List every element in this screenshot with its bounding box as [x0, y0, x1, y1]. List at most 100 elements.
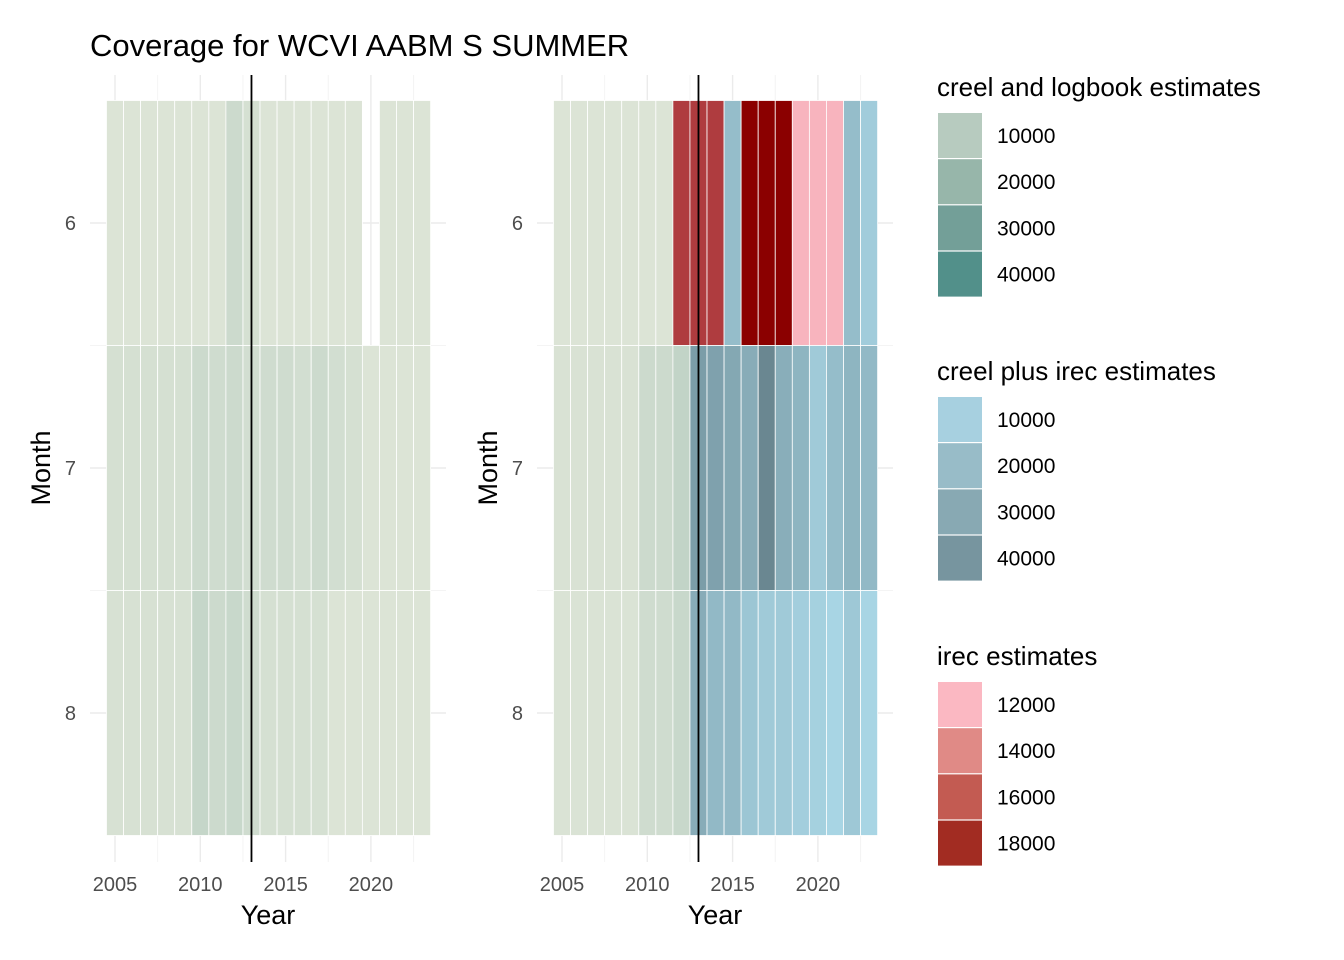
heatmap-tile: [655, 345, 674, 591]
heatmap-tile: [413, 100, 432, 346]
heatmap-tile: [225, 100, 244, 346]
legend-swatch: [938, 251, 982, 297]
y-tick-label: 8: [65, 703, 76, 725]
heatmap-tile: [106, 590, 124, 836]
heatmap-tile: [344, 345, 363, 591]
heatmap-tile: [413, 590, 432, 836]
heatmap-tile: [774, 590, 793, 836]
heatmap-tile: [379, 100, 397, 346]
heatmap-tile: [621, 590, 640, 836]
y-tick-label: 6: [512, 213, 523, 235]
legend-label: 12000: [997, 694, 1055, 717]
heatmap-tile: [276, 100, 295, 346]
heatmap-tile: [174, 345, 193, 591]
heatmap-tile: [587, 345, 606, 591]
x-tick-label: 2015: [710, 874, 755, 896]
legend-swatch: [938, 159, 982, 205]
x-tick-label: 2020: [349, 874, 394, 896]
heatmap-tile: [208, 100, 227, 346]
x-tick-label: 2020: [796, 874, 841, 896]
heatmap-tile: [706, 590, 725, 836]
heatmap-tile: [259, 100, 278, 346]
heatmap-tile: [293, 345, 312, 591]
heatmap-tile: [843, 590, 861, 836]
heatmap-tile: [570, 590, 588, 836]
heatmap-tile: [140, 100, 159, 346]
y-tick-label: 6: [65, 213, 76, 235]
legend-swatch: [938, 820, 982, 866]
heatmap-tile: [106, 100, 124, 346]
legend-label: 30000: [997, 501, 1055, 524]
legend-swatch: [938, 113, 982, 158]
heatmap-tile: [553, 100, 571, 346]
heatmap-tile: [860, 345, 879, 591]
y-axis-title: Month: [26, 430, 56, 505]
heatmap-tile: [860, 100, 879, 346]
heatmap-tile: [570, 345, 588, 591]
heatmap-tile: [106, 345, 124, 591]
legend-swatch: [938, 535, 982, 581]
heatmap-tile: [361, 345, 380, 591]
heatmap-tile: [344, 100, 363, 346]
x-tick-label: 2005: [93, 874, 138, 896]
heatmap-tile: [672, 345, 691, 591]
legend-swatch: [938, 682, 982, 727]
legend-title: creel and logbook estimates: [937, 72, 1261, 102]
heatmap-tile: [791, 590, 810, 836]
x-axis-title: Year: [241, 900, 296, 930]
heatmap-tile: [604, 590, 623, 836]
heatmap-tile: [757, 590, 776, 836]
legend: creel and logbook estimates 10000 20000 300…: [937, 72, 1261, 866]
legend-swatch: [938, 728, 982, 774]
y-tick-label: 8: [512, 703, 523, 725]
heatmap-tile: [225, 345, 244, 591]
heatmap-tile: [327, 590, 346, 836]
chart-title: Coverage for WCVI AABM S SUMMER: [90, 28, 629, 63]
heatmap-tile: [570, 100, 588, 346]
legend-label: 16000: [997, 786, 1055, 809]
heatmap-tile: [808, 590, 827, 836]
heatmap-tile: [396, 100, 414, 346]
heatmap-tile: [723, 100, 742, 346]
heatmap-tile: [723, 590, 742, 836]
heatmap-tile: [740, 590, 759, 836]
heatmap-tile: [157, 345, 176, 591]
legend-title: creel plus irec estimates: [937, 356, 1216, 386]
legend-label: 20000: [997, 455, 1055, 478]
heatmap-tile: [191, 100, 210, 346]
heatmap-tile: [740, 345, 759, 591]
heatmap-tile: [553, 590, 571, 836]
heatmap-tile: [672, 590, 691, 836]
heatmap-tile: [293, 590, 312, 836]
heatmap-tile: [174, 590, 193, 836]
heatmap-tile: [276, 345, 295, 591]
heatmap-tile: [587, 100, 606, 346]
left-panel: 2005 2010 2015 2020 6 7 8 Year Month: [26, 75, 446, 930]
heatmap-tile: [843, 345, 861, 591]
legend-label: 40000: [997, 264, 1055, 287]
x-tick-label: 2005: [540, 874, 585, 896]
heatmap-tile: [740, 100, 759, 346]
heatmap-tile: [826, 100, 844, 346]
heatmap-tile: [276, 590, 295, 836]
heatmap-tile: [396, 590, 414, 836]
y-axis-title: Month: [473, 430, 503, 505]
heatmap-tile: [672, 100, 691, 346]
legend-label: 10000: [997, 409, 1055, 432]
x-tick-label: 2010: [178, 874, 223, 896]
heatmap-tile: [123, 590, 141, 836]
legend-label: 40000: [997, 548, 1055, 571]
heatmap-tile: [826, 590, 844, 836]
heatmap-tile: [208, 345, 227, 591]
heatmap-tile: [757, 100, 776, 346]
heatmap-tile: [638, 590, 657, 836]
heatmap-tile: [808, 345, 827, 591]
x-tick-label: 2010: [625, 874, 670, 896]
heatmap-tile: [310, 345, 329, 591]
heatmap-tile: [259, 590, 278, 836]
heatmap-tile: [621, 345, 640, 591]
heatmap-tile: [293, 100, 312, 346]
heatmap-tile: [191, 590, 210, 836]
legend-swatch: [938, 489, 982, 535]
